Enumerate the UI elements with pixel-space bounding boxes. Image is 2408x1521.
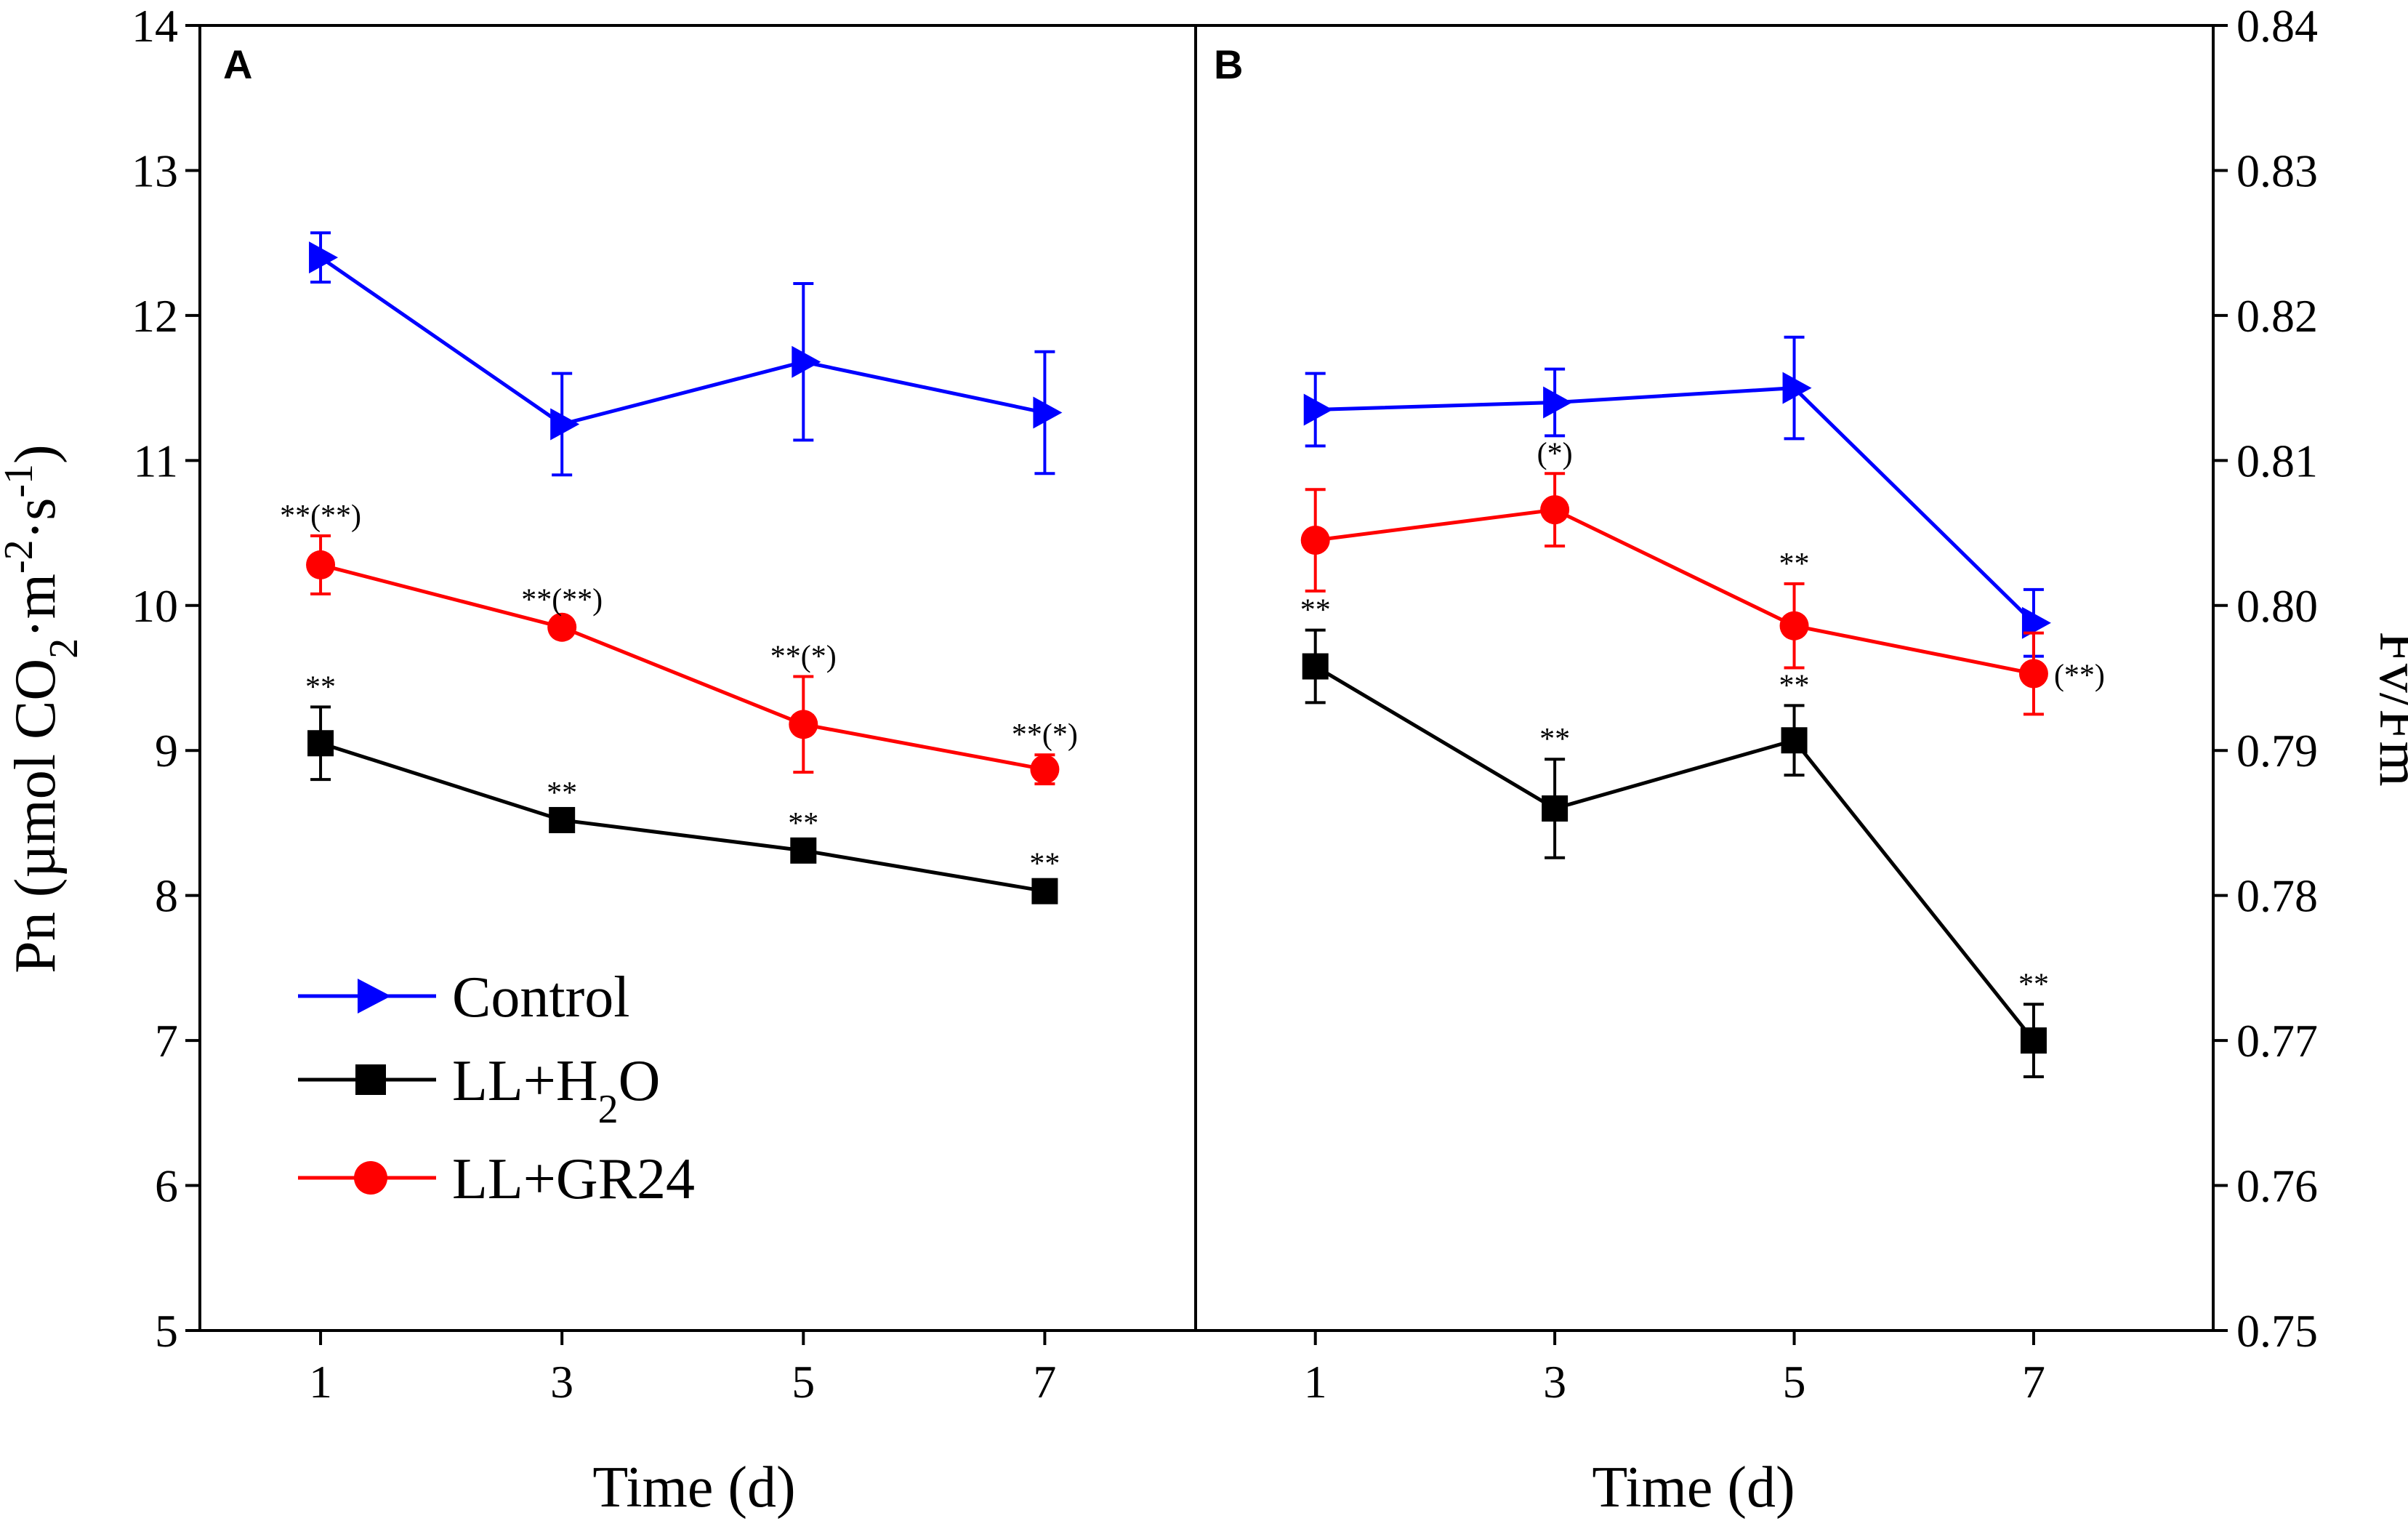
y-tick-label-b-3: 0.78: [2236, 870, 2318, 922]
sig-label-a-ll-h2o-0: **: [305, 670, 336, 704]
marker-b-ll-h2o-3: [2020, 1027, 2047, 1054]
sig-label-b-ll-gr24-2: **: [1779, 547, 1810, 581]
y-tick-label-a-0: 5: [155, 1305, 178, 1357]
marker-b-control-3: [2021, 606, 2051, 639]
series-line-b-ll-gr24: [1315, 507, 2034, 675]
y-tick-label-a-6: 11: [133, 435, 178, 486]
x-tick-label-b-1: 3: [1543, 1356, 1566, 1408]
y-tick-label-b-7: 0.82: [2236, 290, 2318, 342]
sig-label-b-ll-h2o-3: **: [2018, 968, 2049, 1001]
legend-item-ll-gr24: LL+GR24: [298, 1147, 695, 1211]
marker-b-ll-gr24-0: [1300, 526, 1330, 555]
y-tick-label-b-2: 0.77: [2236, 1015, 2318, 1067]
x-tick-label-a-3: 7: [1033, 1356, 1056, 1408]
y-tick-label-b-9: 0.84: [2236, 0, 2318, 52]
y-tick-label-a-2: 7: [155, 1015, 178, 1067]
y-tick-label-a-3: 8: [155, 870, 178, 922]
y-tick-label-b-4: 0.79: [2236, 725, 2318, 776]
marker-a-control-3: [1033, 396, 1063, 429]
sig-label-b-ll-gr24-1: (*): [1537, 437, 1573, 470]
y-tick-label-a-7: 12: [132, 290, 178, 342]
marker-b-control-0: [1303, 393, 1333, 426]
y-axis-title-left: Pn (µmol CO2·m-2·s-1): [0, 444, 86, 973]
marker-a-ll-gr24-1: [547, 612, 577, 642]
series-line-b-control: [1315, 386, 2035, 625]
y-tick-label-a-1: 6: [155, 1160, 178, 1212]
x-tick-label-b-3: 7: [2022, 1356, 2045, 1408]
legend-marker-control: [358, 979, 391, 1014]
sig-label-b-ll-h2o-0: **: [1300, 594, 1331, 627]
y-tick-label-b-1: 0.76: [2236, 1160, 2318, 1212]
legend-item-control: Control: [298, 966, 629, 1030]
sig-label-a-ll-gr24-0: **(**): [280, 499, 361, 533]
legend-label-ll-h2o: LL+H2O: [452, 1049, 660, 1132]
series-line-a-ll-h2o: [320, 741, 1045, 894]
marker-a-ll-h2o-1: [549, 806, 576, 833]
legend-label-control: Control: [452, 966, 629, 1030]
series-layer: [306, 231, 2051, 1078]
marker-b-control-2: [1782, 372, 1812, 404]
y-tick-label-b-0: 0.75: [2236, 1305, 2318, 1357]
marker-a-control-0: [309, 241, 339, 274]
y-tick-label-b-6: 0.81: [2236, 435, 2318, 486]
sig-label-a-ll-h2o-3: **: [1029, 848, 1060, 881]
significance-layer: **********(**)**(**)**(*)**(*)********(*…: [280, 437, 2105, 1001]
marker-a-ll-gr24-2: [789, 710, 818, 739]
legend-label-ll-gr24: LL+GR24: [452, 1147, 695, 1211]
y-tick-label-b-5: 0.80: [2236, 580, 2318, 632]
legend-marker-ll-gr24: [354, 1161, 387, 1195]
legend-item-ll-h2o: LL+H2O: [298, 1049, 660, 1132]
marker-a-control-1: [550, 408, 580, 441]
y-tick-label-a-5: 10: [132, 580, 178, 632]
x-tick-label-a-2: 5: [792, 1356, 815, 1408]
marker-a-ll-gr24-3: [1030, 755, 1060, 784]
marker-a-control-2: [792, 345, 821, 378]
sig-label-a-ll-h2o-2: **: [788, 807, 818, 840]
marker-b-control-1: [1543, 386, 1573, 419]
sig-label-b-ll-h2o-2: **: [1779, 669, 1810, 702]
x-axis-title-a: Time (d): [592, 1456, 795, 1520]
sig-label-a-ll-gr24-3: **(*): [1012, 718, 1078, 752]
marker-b-ll-h2o-2: [1781, 727, 1808, 754]
x-tick-label-b-0: 1: [1304, 1356, 1327, 1408]
x-tick-label-a-0: 1: [309, 1356, 332, 1408]
marker-b-ll-h2o-0: [1302, 653, 1329, 680]
x-tick-label-b-2: 5: [1783, 1356, 1806, 1408]
sig-label-b-ll-gr24-3: (**): [2054, 659, 2105, 693]
marker-a-ll-gr24-0: [306, 550, 336, 579]
y-tick-label-a-8: 13: [132, 145, 178, 196]
marker-b-ll-gr24-2: [1779, 611, 1809, 641]
marker-b-ll-gr24-3: [2018, 659, 2048, 689]
marker-b-ll-gr24-1: [1540, 495, 1570, 525]
series-line-b-ll-h2o: [1314, 665, 2035, 1042]
series-line-a-ll-gr24: [320, 563, 1045, 771]
plot-frame: [198, 24, 2215, 1332]
panel-label-b: B: [1214, 41, 1243, 87]
y-tick-label-a-4: 9: [155, 725, 178, 776]
marker-a-ll-h2o-2: [790, 837, 817, 864]
marker-b-ll-h2o-1: [1542, 795, 1569, 822]
y-tick-label-a-9: 14: [132, 0, 178, 52]
sig-label-a-ll-gr24-1: **(**): [521, 584, 603, 617]
x-tick-label-a-1: 3: [550, 1356, 573, 1408]
y-axis-title-right: Fv/Fm: [2367, 631, 2408, 786]
legend: Control LL+H2O LL+GR24: [298, 966, 695, 1211]
sig-label-a-ll-h2o-1: **: [547, 776, 577, 810]
sig-label-a-ll-gr24-2: **(*): [770, 641, 837, 674]
y-tick-label-b-8: 0.83: [2236, 145, 2318, 196]
panel-label-a: A: [223, 41, 252, 87]
x-axis-title-b: Time (d): [1592, 1456, 1795, 1520]
legend-marker-ll-h2o: [355, 1064, 386, 1095]
marker-a-ll-h2o-3: [1031, 878, 1058, 904]
marker-a-ll-h2o-0: [307, 730, 334, 757]
series-line-a-control: [319, 256, 1045, 427]
sig-label-b-ll-h2o-1: **: [1539, 723, 1570, 756]
